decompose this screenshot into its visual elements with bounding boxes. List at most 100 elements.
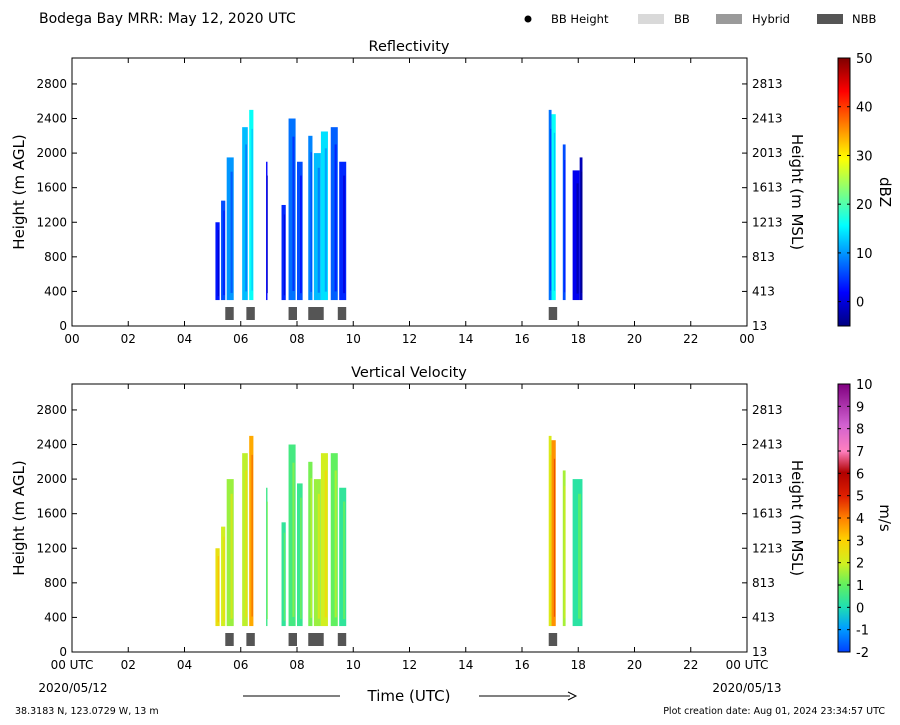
x-tick-label: 02 (121, 332, 136, 346)
x-tick-label: 10 (346, 658, 361, 672)
bb-flag-marker (308, 307, 324, 320)
legend-swatch-bb (638, 14, 664, 24)
data-column-streak (300, 497, 302, 619)
velocity-data-layer (215, 435, 583, 627)
data-column (339, 161, 347, 301)
bb-flag-marker (288, 307, 297, 320)
data-column-streak (245, 470, 247, 618)
velocity-colorbar-label: m/s (876, 504, 894, 532)
data-column-streak (343, 501, 346, 620)
x-tick-label: 12 (402, 658, 417, 672)
x-tick-label: 06 (233, 332, 248, 346)
colorbar-tick-label: 3 (856, 534, 864, 549)
bb-flag-marker (548, 307, 558, 320)
bb-height-legend-dot (524, 15, 532, 23)
x-tick-label: 04 (177, 332, 192, 346)
data-column-streak (317, 167, 320, 293)
data-column (551, 440, 556, 627)
reflectivity-ylabel: Height (m AGL) (10, 134, 28, 249)
x-tick-label: 08 (289, 332, 304, 346)
data-column-streak (553, 132, 556, 291)
y2-tick-label: 13 (752, 319, 767, 333)
data-column-streak (230, 171, 233, 293)
y2-tick-label: 2013 (752, 146, 783, 160)
colorbar-tick-label: 2 (856, 557, 864, 572)
y2-tick-label: 13 (752, 645, 767, 659)
x-tick-label: 00 (64, 332, 79, 346)
data-column (221, 200, 226, 301)
data-column (221, 526, 226, 627)
data-column (330, 127, 338, 301)
y-tick-label: 2000 (36, 146, 67, 160)
velocity-colorbar-ticks: -2 -1 0 1 2 3 4 5 6 7 8 9 10 (838, 378, 873, 661)
colorbar-tick-label: 50 (856, 52, 873, 67)
colorbar-tick-label: 9 (856, 400, 864, 415)
data-column (579, 157, 583, 301)
y-tick-label: 2400 (36, 438, 67, 452)
x-tick-label: 00 (739, 332, 754, 346)
reflectivity-data-layer (215, 109, 583, 301)
y2-tick-label: 1613 (752, 507, 783, 521)
reflectivity-colorbar-label: dBZ (876, 177, 894, 207)
colorbar-tick-label: 5 (856, 490, 864, 505)
velocity-bb-flags (225, 633, 558, 646)
data-column-streak (266, 501, 268, 620)
data-column-streak (230, 493, 233, 619)
data-column (281, 522, 286, 627)
legend-label-bb: BB (674, 12, 690, 26)
data-column-streak (310, 478, 312, 618)
velocity-axes: 00 UTC 02 04 06 08 10 12 14 16 18 20 22 00 UTC040080… (36, 384, 783, 672)
y-tick-label: 2000 (36, 472, 67, 486)
legend-label-hybrid: Hybrid (752, 12, 790, 26)
colorbar-tick-label: 40 (856, 101, 873, 116)
y2-tick-label: 1213 (752, 541, 783, 555)
data-column-streak (324, 470, 327, 618)
x-tick-label: 20 (627, 658, 642, 672)
data-column (297, 483, 303, 627)
bb-flag-marker (288, 633, 297, 646)
velocity-colorbar: -2 -1 0 1 2 3 4 5 6 7 8 9 10 m/s (837, 378, 894, 661)
y2-tick-label: 2813 (752, 403, 783, 417)
x-tick-label: 22 (683, 332, 698, 346)
data-column (266, 161, 268, 301)
y-tick-label: 0 (59, 319, 67, 333)
y-tick-label: 1600 (36, 507, 67, 521)
reflectivity-colorbar-ticks: 0 10 20 30 40 50 (838, 52, 873, 311)
data-column (288, 118, 296, 301)
data-column-streak (550, 128, 552, 291)
data-column (320, 453, 328, 627)
colorbar-tick-label: 10 (856, 247, 873, 262)
data-column (249, 109, 254, 301)
x-tick-label: 20 (627, 332, 642, 346)
reflectivity-colorbar-gradient (837, 57, 851, 327)
colorbar-tick-label: 0 (856, 296, 864, 311)
figure-title: Bodega Bay MRR: May 12, 2020 UTC (39, 11, 296, 27)
y-tick-label: 0 (59, 645, 67, 659)
reflectivity-panel: Reflectivity 00 02 04 06 08 10 12 14 16 18 20 22 000… (10, 39, 806, 346)
data-column (339, 487, 347, 627)
data-column (215, 548, 220, 627)
reflectivity-colorbar: 0 10 20 30 40 50 dBZ (837, 52, 894, 327)
data-column-streak (292, 462, 295, 617)
data-column-streak (564, 160, 566, 293)
bb-flag-marker (308, 633, 324, 646)
y-tick-label: 2400 (36, 112, 67, 126)
bb-flag-marker (246, 307, 255, 320)
colorbar-tick-label: 0 (856, 601, 864, 616)
x-tick-label: 16 (514, 658, 529, 672)
data-column-streak (324, 148, 327, 292)
y-tick-label: 1600 (36, 181, 67, 195)
x-tick-label: 04 (177, 658, 192, 672)
data-column-streak (217, 556, 220, 623)
data-column (297, 161, 303, 301)
data-column-streak (292, 136, 295, 291)
colorbar-tick-label: 30 (856, 149, 873, 164)
x-tick-label: 10 (346, 332, 361, 346)
x-tick-label: 06 (233, 658, 248, 672)
y2-tick-label: 2413 (752, 438, 783, 452)
data-column-streak (223, 210, 225, 296)
data-column-streak (300, 175, 302, 294)
time-axis-label: Time (UTC) (367, 687, 451, 705)
reflectivity-bb-flags (225, 307, 558, 320)
